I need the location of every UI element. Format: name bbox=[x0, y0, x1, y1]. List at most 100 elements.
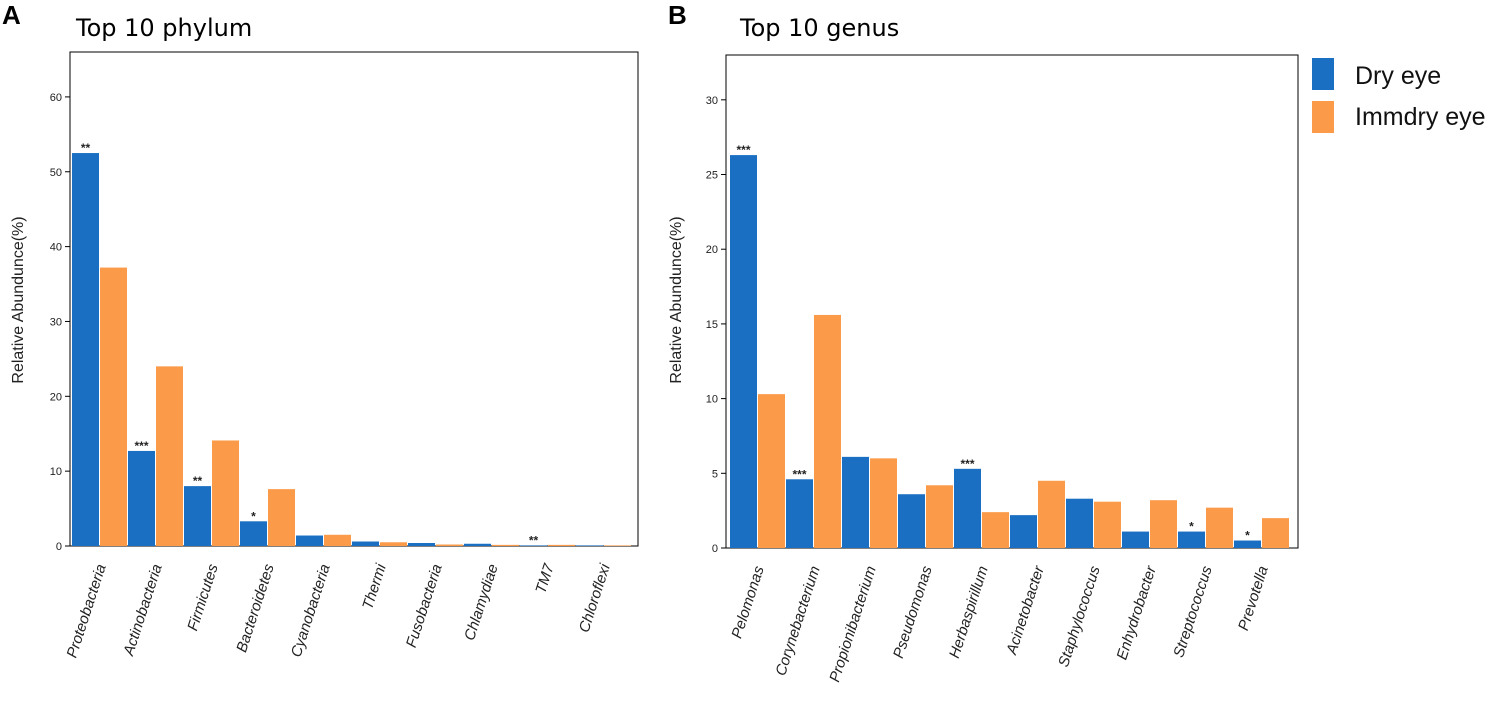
panel-a-plot-frame bbox=[69, 51, 639, 547]
y-tick-label: 20 bbox=[706, 244, 718, 256]
panel-a-y-ticks: 0 10 20 30 40 50 60 bbox=[50, 92, 70, 553]
y-tick-label: 15 bbox=[706, 319, 718, 331]
legend-label-dry-eye: Dry eye bbox=[1355, 62, 1441, 90]
category-label: TM7 bbox=[532, 561, 558, 595]
bar-immdry-eye bbox=[1150, 500, 1177, 548]
y-tick-label: 5 bbox=[712, 468, 718, 480]
bar-immdry-eye bbox=[156, 366, 183, 546]
bar-immdry-eye bbox=[268, 489, 295, 546]
significance-marker: *** bbox=[960, 457, 974, 471]
category-label: Pseudomonas bbox=[890, 564, 936, 661]
significance-marker: *** bbox=[792, 467, 806, 481]
significance-marker: * bbox=[251, 509, 256, 523]
panel-a-significance: ********** bbox=[81, 141, 539, 547]
y-tick-label: 50 bbox=[50, 167, 62, 179]
bar-immdry-eye bbox=[1206, 507, 1233, 548]
bar-dry-eye bbox=[184, 486, 211, 546]
bar-dry-eye bbox=[408, 543, 435, 546]
bar-immdry-eye bbox=[870, 458, 897, 548]
y-tick-label: 0 bbox=[56, 541, 62, 553]
significance-marker: ** bbox=[193, 474, 203, 488]
category-label: Actinobacteria bbox=[120, 562, 166, 659]
category-label: Corynebacterium bbox=[772, 564, 823, 678]
panel-b-bars bbox=[730, 155, 1289, 548]
bar-dry-eye bbox=[842, 456, 869, 548]
category-label: Streptococcus bbox=[1170, 564, 1216, 660]
legend-label-immdry-eye: Immdry eye bbox=[1355, 103, 1486, 131]
y-tick-label: 25 bbox=[706, 170, 718, 182]
panel-b-category-labels: Pelomonas Corynebacterium Propionibacteriu… bbox=[728, 563, 1271, 684]
bar-immdry-eye bbox=[604, 545, 631, 546]
y-tick-label: 30 bbox=[706, 95, 718, 107]
bar-dry-eye bbox=[954, 468, 981, 548]
category-label: Cyanobacteria bbox=[288, 562, 334, 659]
bar-dry-eye bbox=[898, 494, 925, 548]
bar-immdry-eye bbox=[548, 544, 575, 546]
category-label: Fusobacteria bbox=[403, 562, 446, 650]
bar-immdry-eye bbox=[324, 534, 351, 546]
category-label: Acinetobacter bbox=[1003, 563, 1048, 657]
bar-dry-eye bbox=[786, 479, 813, 548]
bar-immdry-eye bbox=[212, 440, 239, 546]
bar-dry-eye bbox=[296, 535, 323, 546]
panel-b-significance: *********** bbox=[736, 143, 1250, 542]
bar-dry-eye bbox=[72, 153, 99, 546]
panel-a-category-labels: Proteobacteria Actinobacteria Firmicutes Ba… bbox=[63, 561, 614, 660]
bar-dry-eye bbox=[1010, 515, 1037, 548]
bar-dry-eye bbox=[1234, 540, 1261, 548]
bar-dry-eye bbox=[240, 521, 267, 546]
category-label: Bacteroidetes bbox=[233, 562, 278, 655]
legend-swatch-dry-eye bbox=[1312, 58, 1334, 90]
bar-dry-eye bbox=[1178, 531, 1205, 548]
panel-a-bars bbox=[72, 153, 631, 546]
significance-marker: *** bbox=[134, 439, 148, 453]
category-label: Propionibacterium bbox=[826, 564, 880, 684]
panel-a-title: Top 10 phylum bbox=[75, 14, 252, 42]
category-label: Herbaspirillum bbox=[946, 564, 992, 660]
panel-b-title: Top 10 genus bbox=[739, 14, 899, 42]
category-label: Thermi bbox=[359, 561, 390, 611]
panel-a: A Top 10 phylum Relative Abundunce(%) 0 1… bbox=[2, 0, 639, 660]
bar-dry-eye bbox=[352, 541, 379, 546]
category-label: Pelomonas bbox=[728, 564, 768, 641]
category-label: Chlamydiae bbox=[461, 562, 502, 643]
significance-marker: * bbox=[1245, 529, 1250, 543]
bar-dry-eye bbox=[730, 155, 757, 548]
significance-marker: ** bbox=[81, 141, 91, 155]
bar-immdry-eye bbox=[436, 544, 463, 546]
bar-dry-eye bbox=[520, 545, 547, 546]
panel-b-plot-frame bbox=[725, 54, 1299, 549]
panel-b-y-ticks: 0 5 10 15 20 25 30 bbox=[706, 95, 726, 555]
bar-immdry-eye bbox=[814, 314, 841, 548]
panel-b-letter: B bbox=[668, 0, 687, 30]
significance-marker: *** bbox=[736, 143, 750, 157]
bar-immdry-eye bbox=[492, 544, 519, 546]
y-tick-label: 10 bbox=[706, 394, 718, 406]
category-label: Proteobacteria bbox=[63, 562, 109, 660]
y-tick-label: 20 bbox=[50, 391, 62, 403]
y-tick-label: 40 bbox=[50, 242, 62, 254]
bar-immdry-eye bbox=[380, 542, 407, 546]
bar-dry-eye bbox=[576, 545, 603, 546]
bar-dry-eye bbox=[128, 450, 155, 546]
y-tick-label: 10 bbox=[50, 466, 62, 478]
bar-dry-eye bbox=[464, 543, 491, 546]
bar-immdry-eye bbox=[982, 512, 1009, 548]
y-tick-label: 60 bbox=[50, 92, 62, 104]
category-label: Enhydrobacter bbox=[1113, 563, 1160, 662]
bar-immdry-eye bbox=[1038, 480, 1065, 548]
significance-marker: ** bbox=[529, 533, 539, 547]
category-label: Chloroflexi bbox=[576, 561, 614, 634]
bar-dry-eye bbox=[1122, 531, 1149, 548]
legend: Dry eye Immdry eye bbox=[1312, 58, 1486, 133]
panel-b-y-axis-label: Relative Abundunce(%) bbox=[668, 216, 685, 383]
category-label: Staphylococcus bbox=[1055, 564, 1104, 670]
bar-immdry-eye bbox=[758, 394, 785, 548]
panel-a-y-axis-label: Relative Abundunce(%) bbox=[10, 216, 27, 383]
y-tick-label: 0 bbox=[712, 543, 718, 555]
category-label: Prevotella bbox=[1235, 564, 1272, 633]
legend-swatch-immdry-eye bbox=[1312, 101, 1334, 133]
category-label: Firmicutes bbox=[184, 562, 222, 634]
y-tick-label: 30 bbox=[50, 316, 62, 328]
